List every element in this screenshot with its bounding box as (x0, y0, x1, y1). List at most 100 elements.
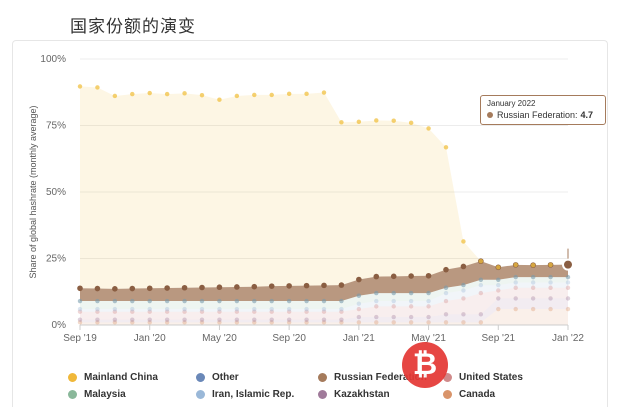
data-point-total (496, 265, 501, 270)
page-title: 国家份额的演变 (70, 17, 196, 37)
data-point-total (234, 93, 240, 99)
highlighted-point (562, 258, 574, 271)
data-point-malaysia (461, 282, 466, 288)
data-point-united-states (374, 304, 379, 309)
y-tick-label: 0% (52, 320, 67, 331)
data-point-total (374, 118, 379, 123)
legend-item-mainland-china[interactable]: Mainland China (68, 372, 158, 383)
data-point-kazakhstan (95, 317, 100, 322)
data-point-russian-federation (216, 284, 223, 291)
data-point-kazakhstan (356, 314, 362, 320)
data-point-kazakhstan (461, 312, 466, 317)
data-point-other (199, 298, 205, 304)
data-point-total (112, 93, 118, 99)
data-point-kazakhstan (391, 314, 396, 320)
y-tick-label: 100% (40, 54, 66, 65)
legend-item-kazakhstan[interactable]: Kazakhstan (318, 389, 390, 400)
data-point-other (391, 290, 396, 296)
data-point-canada (164, 320, 170, 325)
data-point-united-states (530, 285, 536, 290)
data-point-united-states (356, 306, 362, 312)
data-point-canada (95, 320, 100, 325)
legend-dot (196, 390, 205, 399)
data-point-russian-federation (112, 286, 118, 292)
data-point-malaysia (112, 298, 118, 304)
legend-dot (68, 390, 77, 399)
data-point-russian-federation (356, 276, 362, 283)
data-point-united-states (252, 309, 257, 314)
data-point-kazakhstan (374, 314, 379, 320)
data-point-malaysia (496, 277, 501, 282)
data-point-russian-federation (234, 284, 240, 290)
data-point-russian-federation (199, 284, 205, 291)
data-point-malaysia (130, 298, 135, 304)
data-point-malaysia (304, 298, 309, 304)
data-point-iran-islamic-rep- (478, 282, 484, 288)
data-point-kazakhstan (182, 317, 187, 322)
data-point-canada (130, 320, 135, 325)
data-point-total (408, 120, 414, 126)
data-point-kazakhstan (234, 317, 240, 322)
data-point-kazakhstan (147, 317, 152, 322)
data-point-other (77, 298, 83, 304)
legend-label: Kazakhstan (334, 389, 390, 400)
data-point-other (147, 298, 152, 304)
data-point-iran-islamic-rep- (234, 306, 240, 312)
data-point-total (286, 91, 292, 97)
data-point-iran-islamic-rep- (217, 306, 222, 312)
legend-item-russian-federation[interactable]: Russian Federation (318, 372, 427, 383)
chart-card (12, 40, 608, 407)
data-point-russian-federation (146, 285, 153, 292)
data-point-malaysia (426, 290, 431, 296)
legend-label: Mainland China (84, 372, 158, 383)
legend-item-malaysia[interactable]: Malaysia (68, 389, 126, 400)
legend-dot (196, 373, 205, 382)
x-tick-label: Sep '20 (272, 333, 306, 344)
data-point-malaysia (391, 290, 396, 296)
data-point-total (199, 92, 205, 98)
data-point-other (286, 298, 292, 304)
data-point-russian-federation (338, 282, 345, 288)
data-point-total (321, 90, 327, 95)
data-point-united-states (217, 309, 222, 314)
data-point-united-states (321, 309, 327, 314)
data-point-other (565, 274, 571, 280)
data-point-russian-federation (443, 266, 449, 273)
data-point-kazakhstan (286, 317, 292, 322)
data-point-iran-islamic-rep- (443, 290, 449, 296)
legend-item-canada[interactable]: Canada (443, 389, 495, 400)
data-point-united-states (77, 309, 83, 314)
y-tick-label: 75% (46, 121, 66, 132)
data-point-russian-federation (408, 273, 414, 279)
tooltip-series-label: Russian Federation: (497, 110, 578, 120)
data-point-russian-federation (303, 282, 310, 289)
data-point-total (391, 118, 396, 123)
data-point-total (95, 85, 100, 90)
data-point-other (339, 298, 344, 304)
data-point-iran-islamic-rep- (147, 306, 152, 312)
data-point-other (217, 298, 222, 304)
data-point-russian-federation (373, 273, 380, 280)
data-point-canada (408, 320, 414, 325)
data-point-iran-islamic-rep- (164, 306, 170, 312)
data-point-canada (234, 320, 240, 325)
legend-item-iran-islamic-rep-[interactable]: Iran, Islamic Rep. (196, 389, 294, 400)
data-point-united-states (513, 285, 518, 290)
data-point-other (321, 298, 327, 304)
data-point-malaysia (147, 298, 152, 304)
data-point-kazakhstan (304, 317, 309, 322)
data-point-malaysia (339, 298, 344, 304)
data-point-iran-islamic-rep- (269, 306, 274, 312)
data-point-canada (339, 320, 344, 325)
data-point-iran-islamic-rep- (461, 288, 466, 293)
legend-label: Iran, Islamic Rep. (212, 389, 295, 400)
data-point-kazakhstan (408, 314, 414, 320)
data-point-iran-islamic-rep- (321, 306, 327, 312)
data-point-united-states (286, 309, 292, 314)
data-point-malaysia (321, 298, 327, 304)
data-point-canada (112, 320, 118, 325)
legend-item-united-states[interactable]: United States (443, 372, 523, 383)
data-point-total (252, 92, 257, 98)
legend-item-other[interactable]: Other (196, 372, 239, 383)
data-point-russian-federation (164, 285, 170, 291)
